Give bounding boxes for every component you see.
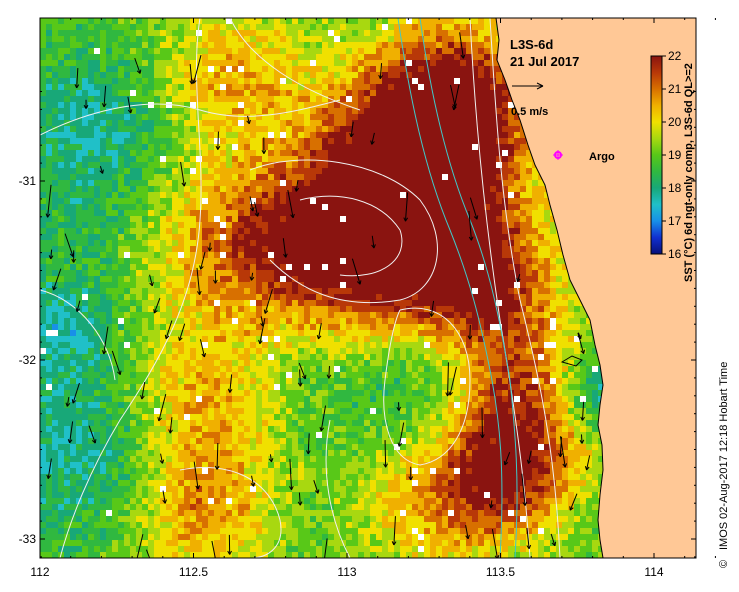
lon-tick-label: 114	[644, 565, 663, 579]
lon-tick-label: 112	[30, 565, 49, 579]
map-axes: 112112.5113113.5114114.5115115.5116-31-3…	[19, 18, 716, 579]
lon-tick-label: 113	[337, 565, 356, 579]
scale-arrow	[512, 82, 544, 90]
colorbar: 22 21 20 19 18 17 16 SST (°C) 6d ngt-only comp…	[650, 49, 695, 282]
colorbar-scale	[650, 55, 663, 255]
argo-float	[553, 150, 563, 160]
colorbar-tick-label: 17	[668, 214, 682, 228]
bathymetry-lines	[397, 18, 518, 558]
map-area: Argo L3S-6d 21 Jul 2017 0.5 m/s	[40, 18, 696, 558]
colorbar-tick-label: 22	[668, 49, 682, 63]
copyright-symbol: ©	[718, 560, 730, 568]
product-label: L3S-6d	[510, 37, 553, 52]
date-label: 21 Jul 2017	[510, 54, 579, 69]
colorbar-tick-label: 18	[668, 181, 682, 195]
colorbar-title: SST (°C) 6d ngt-only comp, L3S-6d QL>=2	[683, 63, 695, 282]
colorbar-ticks: 22 21 20 19 18 17 16	[662, 49, 682, 261]
lon-tick-label: 112.5	[179, 565, 208, 579]
lat-tick-label: -32	[19, 353, 37, 367]
scale-label: 0.5 m/s	[511, 106, 548, 118]
argo-label: Argo	[589, 151, 615, 163]
colorbar-tick-label: 20	[668, 115, 682, 129]
lat-tick-label: -31	[19, 174, 37, 188]
colorbar-tick-label: 21	[668, 82, 682, 96]
credit-label: IMOS 02-Aug-2017 12:18 Hobart Time	[718, 362, 730, 550]
colorbar-tick-label: 19	[668, 148, 682, 162]
current-vectors	[45, 32, 591, 558]
lat-tick-label: -33	[19, 532, 37, 546]
contour-lines	[40, 18, 561, 558]
colorbar-tick-label: 16	[668, 247, 682, 261]
land-mass	[495, 18, 696, 558]
lon-tick-label: 113.5	[486, 565, 515, 579]
rottnest-island	[560, 355, 583, 367]
